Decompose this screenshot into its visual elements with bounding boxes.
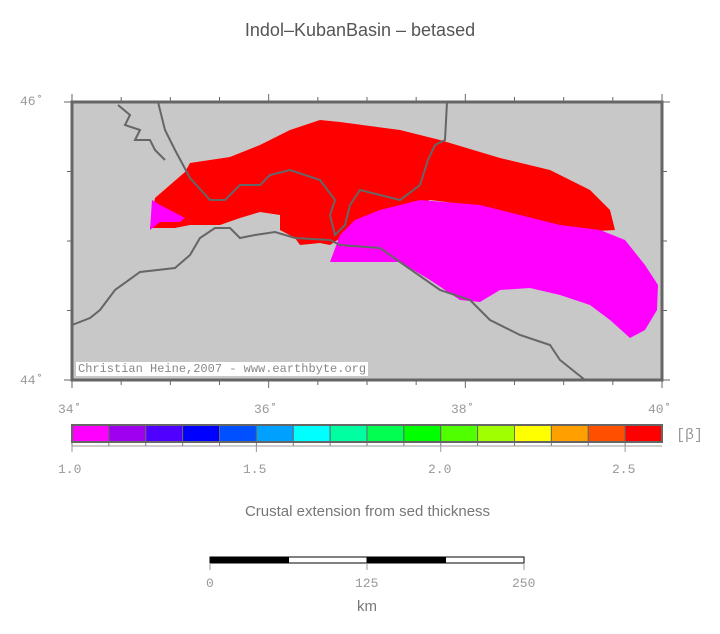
colorbar-tick-2.0: 2.0 [428, 462, 452, 477]
colorbar-swatch [366, 424, 405, 443]
colorbar-swatch [145, 424, 184, 443]
colorbar-swatch [514, 424, 552, 443]
coastline-crimea-north [117, 104, 166, 161]
scalebar-segment [445, 556, 525, 564]
colorbar-tick-2.5: 2.5 [612, 462, 636, 477]
colorbar-swatch [182, 424, 220, 443]
colorbar-swatch [219, 424, 257, 443]
colorbar-tick-1.0: 1.0 [58, 462, 82, 477]
scalebar-label-125: 125 [355, 576, 379, 591]
colorbar-swatch [550, 424, 589, 443]
scalebar-label-250: 250 [512, 576, 536, 591]
colorbar-swatch [329, 424, 368, 443]
colorbar-swatch [255, 424, 294, 443]
beta-region-magenta-west [150, 200, 185, 230]
map-title: Indol–KubanBasin – betased [244, 20, 476, 40]
lon-label-38: 38˚ [451, 402, 475, 417]
colorbar-tick-1.5: 1.5 [243, 462, 267, 477]
lon-label-40: 40˚ [648, 402, 672, 417]
colorbar-unit: [β] [676, 427, 704, 444]
colorbar-title: Crustal extension from sed thickness [244, 503, 491, 520]
colorbar-frame [71, 424, 663, 443]
colorbar-swatch [587, 424, 626, 443]
lon-label-34: 34˚ [58, 402, 82, 417]
scalebar-unit: km [357, 598, 377, 615]
colorbar-swatch [403, 424, 442, 443]
colorbar-swatch [477, 424, 515, 443]
lat-label-46: 46˚ [20, 94, 44, 109]
scalebar-segment [366, 556, 446, 564]
lon-label-36: 36˚ [254, 402, 278, 417]
scalebar-label-0: 0 [206, 576, 214, 591]
coastline-black-sea [71, 227, 586, 381]
colorbar-swatch [440, 424, 479, 443]
beta-region-magenta-east [330, 200, 658, 338]
colorbar-swatch [71, 424, 110, 443]
credit-text: Christian Heine,2007 - www.earthbyte.org [76, 362, 369, 376]
coastline-azov-sea [157, 101, 448, 237]
scalebar-segment [288, 556, 368, 564]
lat-label-44: 44˚ [20, 373, 44, 388]
colorbar-swatch [108, 424, 147, 443]
scalebar-segment [209, 556, 289, 564]
colorbar-swatch [292, 424, 331, 443]
colorbar-swatch [624, 424, 663, 443]
